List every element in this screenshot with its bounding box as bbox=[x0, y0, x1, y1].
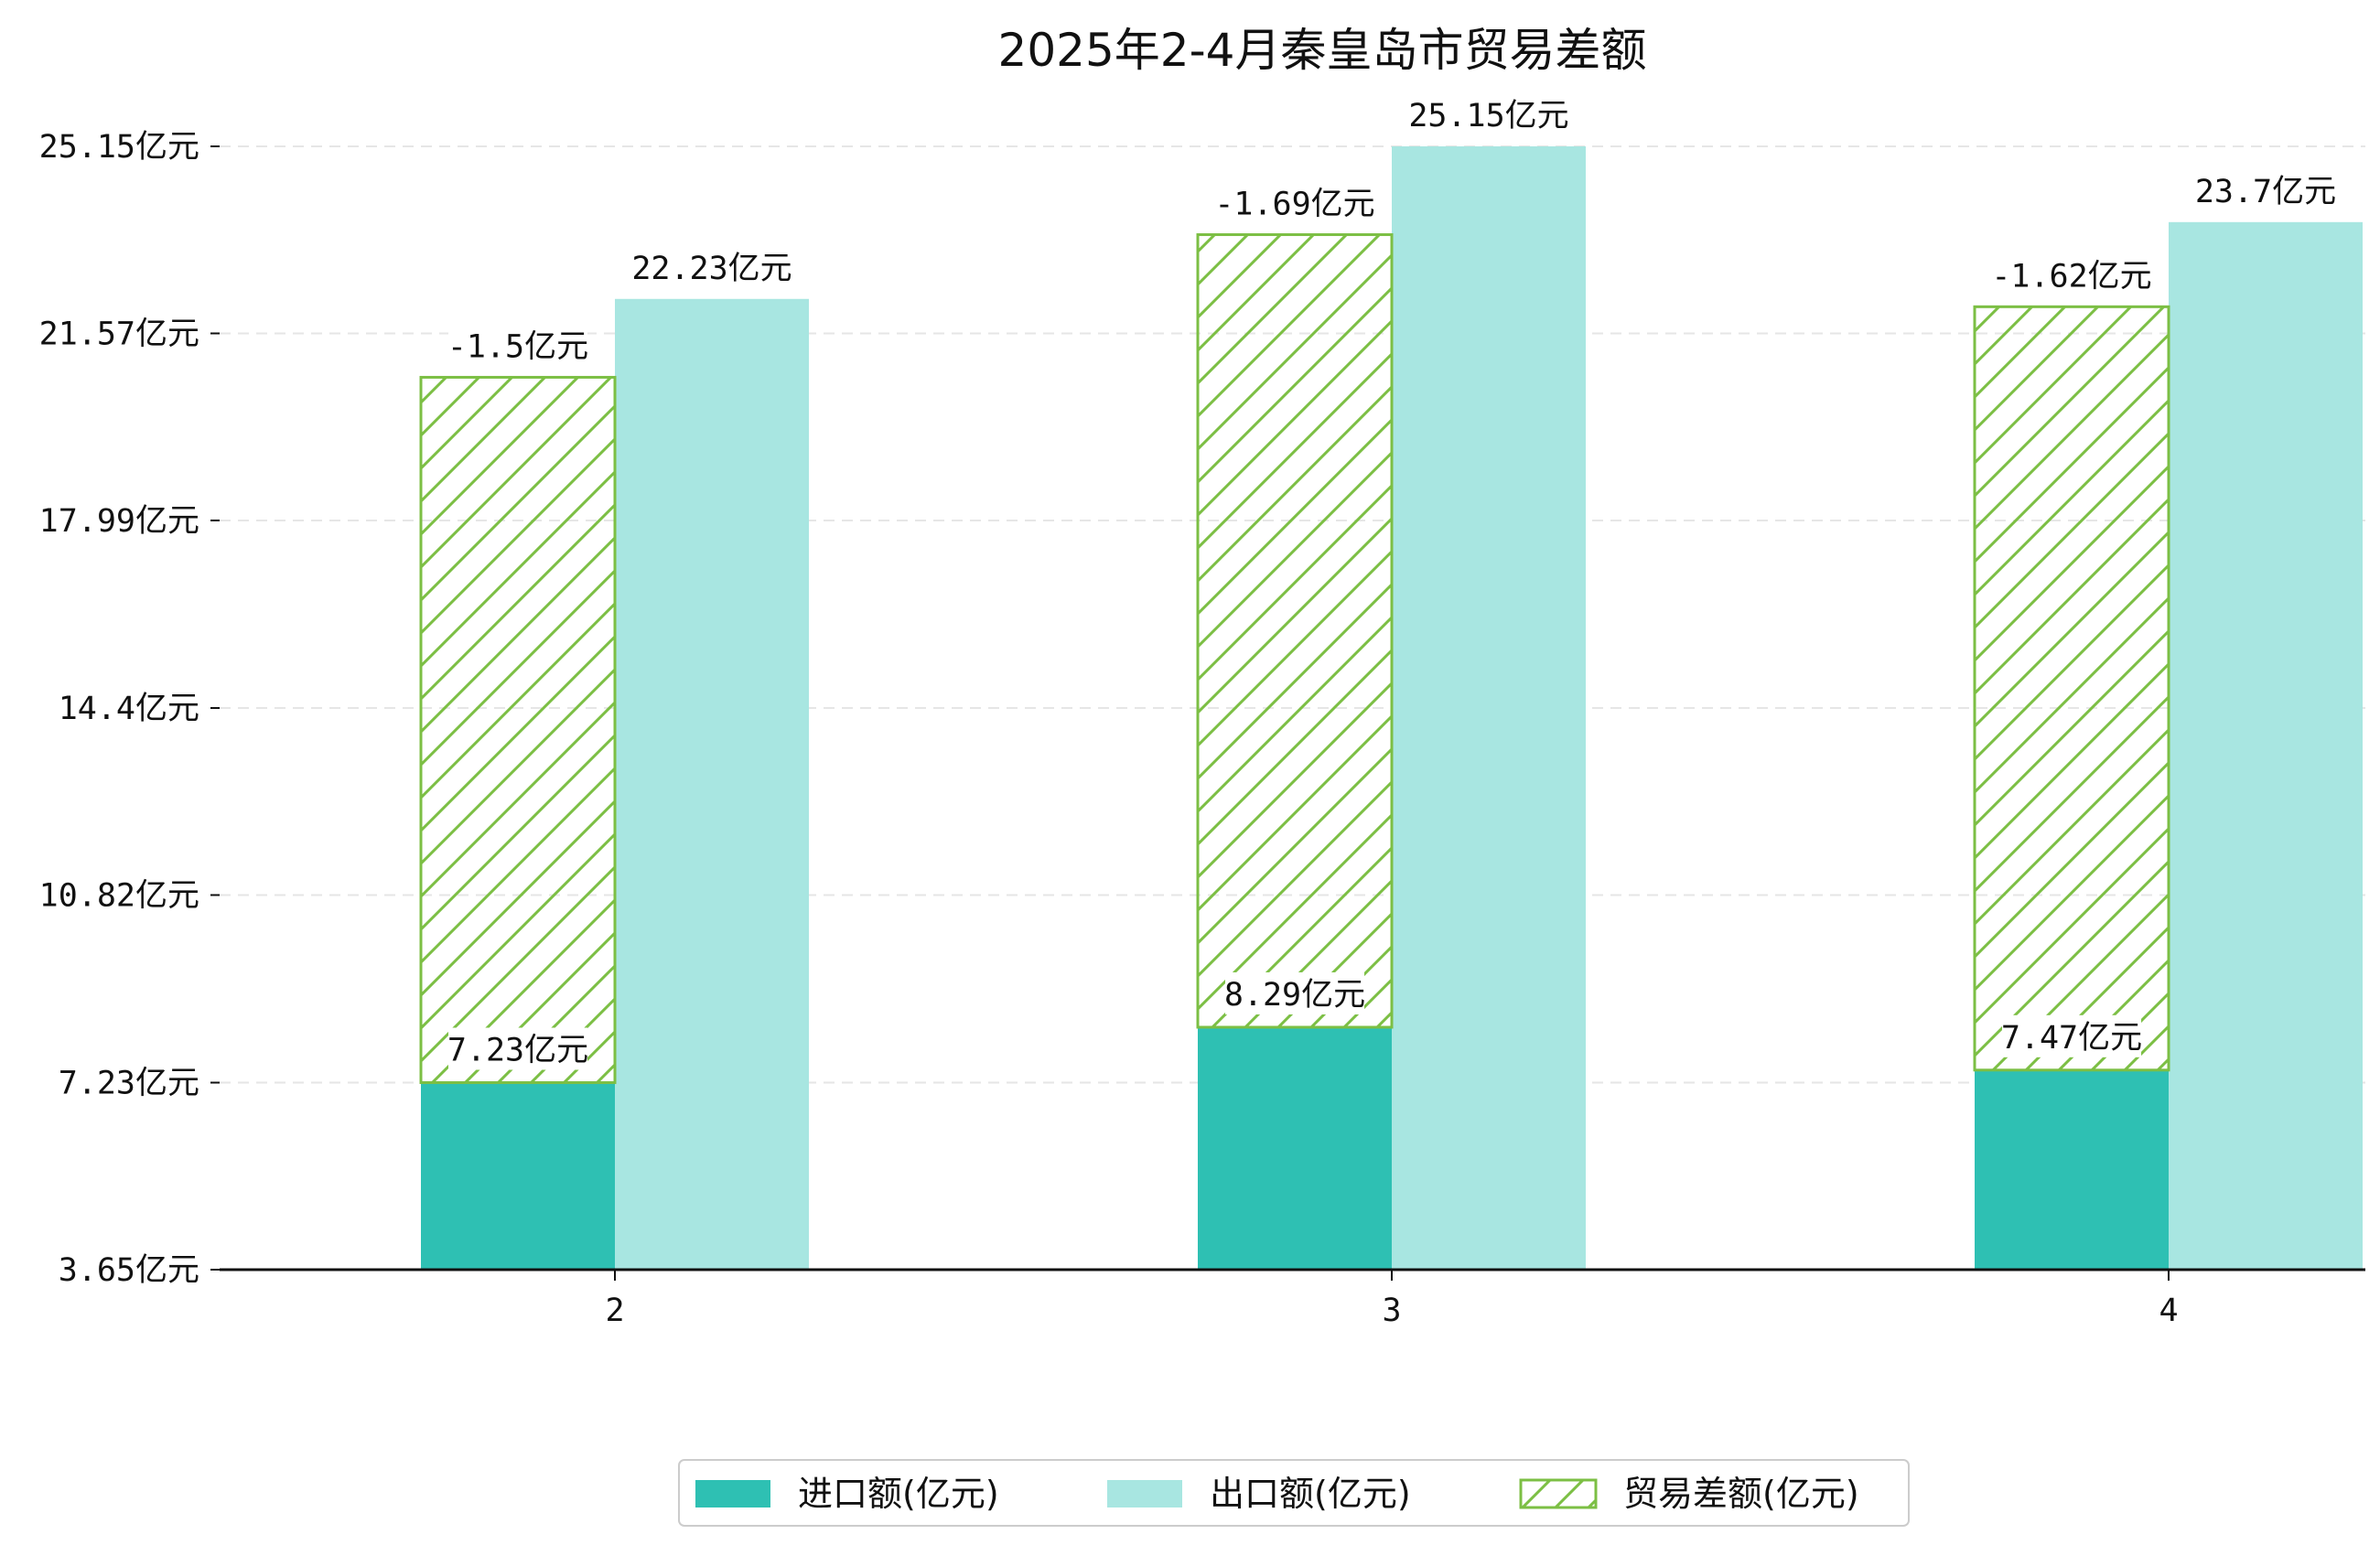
export-bar bbox=[615, 298, 809, 1270]
y-tick-label: 25.15亿元 bbox=[39, 129, 199, 166]
import-bar bbox=[421, 1082, 615, 1270]
balance-value-label-group: -1.62亿元 bbox=[1991, 253, 2152, 296]
y-tick-label: 17.99亿元 bbox=[39, 503, 199, 540]
balance-value-label-bg bbox=[1215, 181, 1374, 224]
legend-label: 进口额(亿元) bbox=[798, 1474, 999, 1514]
bars bbox=[419, 146, 2363, 1270]
y-tick-label: 21.57亿元 bbox=[39, 316, 199, 352]
export-value-label-bg bbox=[632, 245, 792, 288]
import-value-label: 8.29亿元 bbox=[1224, 977, 1365, 1014]
legend-label: 贸易差额(亿元) bbox=[1623, 1474, 1859, 1514]
import-value-label-bg bbox=[2002, 1014, 2141, 1057]
import-value-label-group: 7.23亿元 bbox=[447, 1027, 588, 1070]
import-bar bbox=[1198, 1026, 1392, 1270]
import-value-label-bg bbox=[448, 1027, 587, 1070]
legend: 进口额(亿元) 出口额(亿元) 贸易差额(亿元) bbox=[678, 1459, 1910, 1527]
balance-value-label-group: -1.5亿元 bbox=[447, 324, 588, 367]
export-value-label: 22.23亿元 bbox=[631, 251, 792, 287]
export-value-label-group: 23.7亿元 bbox=[2195, 168, 2336, 211]
import-value-label-group: 8.29亿元 bbox=[1224, 971, 1365, 1014]
import-value-label-group: 7.47亿元 bbox=[2001, 1014, 2142, 1057]
legend-swatch bbox=[1107, 1480, 1182, 1507]
export-value-label-group: 22.23亿元 bbox=[631, 245, 792, 288]
x-tick-label: 4 bbox=[2159, 1293, 2178, 1329]
trade-balance-bar bbox=[1973, 305, 2170, 1072]
legend-box bbox=[678, 1459, 1910, 1527]
y-tick-label: 10.82亿元 bbox=[39, 877, 199, 914]
balance-value-label-bg bbox=[448, 324, 587, 367]
import-value-label-bg bbox=[1225, 971, 1364, 1014]
x-tick-label: 3 bbox=[1382, 1293, 1401, 1329]
export-bar bbox=[2169, 221, 2363, 1270]
export-value-label-group: 25.15亿元 bbox=[1408, 93, 1569, 135]
legend-swatch bbox=[1519, 1478, 1598, 1509]
import-bar bbox=[1975, 1069, 2169, 1270]
balance-value-label: -1.62亿元 bbox=[1991, 258, 2151, 295]
chart-title: 2025年2-4月秦皇岛市贸易差额 bbox=[998, 24, 1647, 77]
balance-value-label: -1.5亿元 bbox=[447, 328, 588, 365]
x-tick-label: 2 bbox=[605, 1293, 624, 1329]
import-value-label: 7.23亿元 bbox=[447, 1033, 588, 1069]
axes: 3.65亿元 7.23亿元 10.82亿元 14.4亿元 17.99亿元 21.57亿元 2… bbox=[39, 129, 2365, 1329]
data-labels: 7.23亿元 22.23亿元 -1.5亿元 8.29亿元 25.15亿元 -1.69亿元 7… bbox=[447, 93, 2336, 1070]
export-value-label-bg bbox=[2196, 168, 2335, 211]
export-value-label: 23.7亿元 bbox=[2195, 174, 2336, 210]
y-tick-label: 14.4亿元 bbox=[59, 691, 199, 727]
import-value-label: 7.47亿元 bbox=[2001, 1020, 2142, 1057]
trade-balance-bar bbox=[1196, 233, 1394, 1029]
balance-value-label: -1.69亿元 bbox=[1214, 187, 1374, 223]
legend-swatch bbox=[695, 1480, 770, 1507]
y-tick-label: 3.65亿元 bbox=[59, 1252, 199, 1289]
balance-value-label-bg bbox=[1992, 253, 2151, 296]
export-bar bbox=[1392, 146, 1586, 1270]
balance-value-label-group: -1.69亿元 bbox=[1214, 181, 1375, 224]
legend-label: 出口额(亿元) bbox=[1210, 1474, 1411, 1514]
export-value-label-bg bbox=[1409, 93, 1568, 135]
trade-balance-bar bbox=[419, 375, 617, 1085]
y-tick-label: 7.23亿元 bbox=[59, 1066, 199, 1102]
export-value-label: 25.15亿元 bbox=[1408, 98, 1568, 134]
